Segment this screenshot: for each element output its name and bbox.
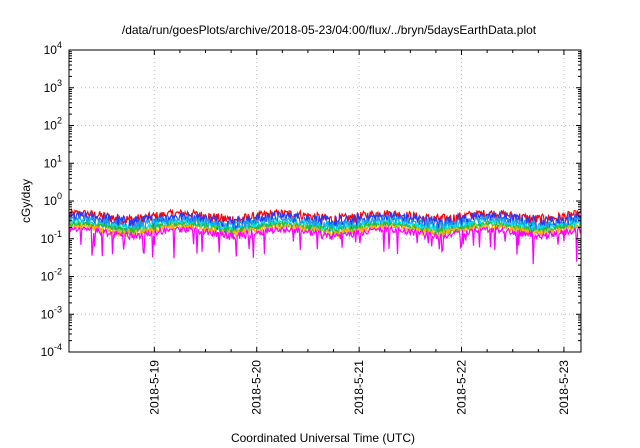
y-tick-label: 10-2 bbox=[41, 267, 62, 284]
x-tick-label: 2018-5-21 bbox=[352, 360, 366, 415]
series-layer bbox=[68, 207, 582, 265]
series-line-0 bbox=[68, 207, 582, 229]
y-tick-label: 101 bbox=[44, 153, 62, 170]
grid bbox=[69, 50, 581, 352]
chart-title: /data/run/goesPlots/archive/2018-05-23/0… bbox=[122, 23, 537, 37]
y-tick-label: 10-4 bbox=[41, 342, 62, 359]
x-tick-label: 2018-5-22 bbox=[455, 360, 469, 415]
y-tick-label: 104 bbox=[44, 40, 62, 57]
y-axis-label: cGy/day bbox=[19, 179, 33, 223]
x-tick-label: 2018-5-23 bbox=[557, 360, 571, 415]
y-tick-label: 102 bbox=[44, 116, 62, 133]
series-line-6 bbox=[68, 225, 582, 265]
x-tick-label: 2018-5-19 bbox=[147, 360, 161, 415]
x-axis-label: Coordinated Universal Time (UTC) bbox=[231, 431, 415, 445]
y-tick-label: 100 bbox=[44, 191, 62, 208]
y-tick-label: 10-1 bbox=[41, 229, 62, 246]
x-axis: 2018-5-19 2018-5-20 2018-5-21 2018-5-22 2018… bbox=[147, 50, 571, 415]
x-tick-label: 2018-5-20 bbox=[250, 360, 264, 415]
y-tick-label: 10-3 bbox=[41, 304, 62, 321]
y-tick-label: 103 bbox=[44, 78, 62, 95]
y-axis: 10-4 10-3 10-2 10-1 100 101 102 103 104 bbox=[41, 40, 581, 359]
